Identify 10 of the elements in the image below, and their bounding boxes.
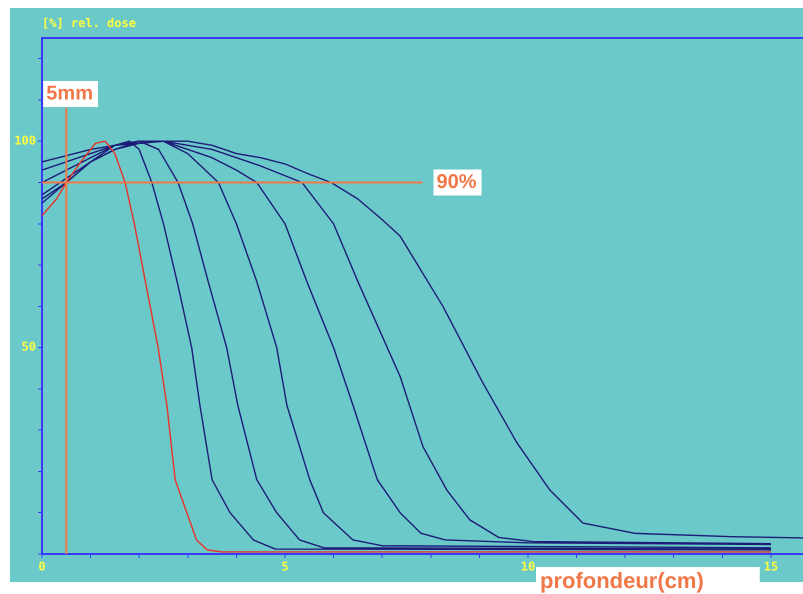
x-tick-label: 10 [520, 559, 536, 574]
x-tick-label: 5 [281, 559, 289, 574]
ref-line-label: 5mm [46, 82, 93, 105]
x-tick-label: 15 [764, 559, 778, 574]
x-axis-title: profondeur(cm) [540, 568, 704, 594]
y-tick-label: 50 [22, 340, 36, 354]
ref-line-label: 90% [436, 170, 477, 193]
y-axis-title: [%] rel. dose [42, 16, 136, 30]
x-tick-label: 0 [38, 559, 46, 574]
y-tick-label: 100 [14, 133, 36, 148]
